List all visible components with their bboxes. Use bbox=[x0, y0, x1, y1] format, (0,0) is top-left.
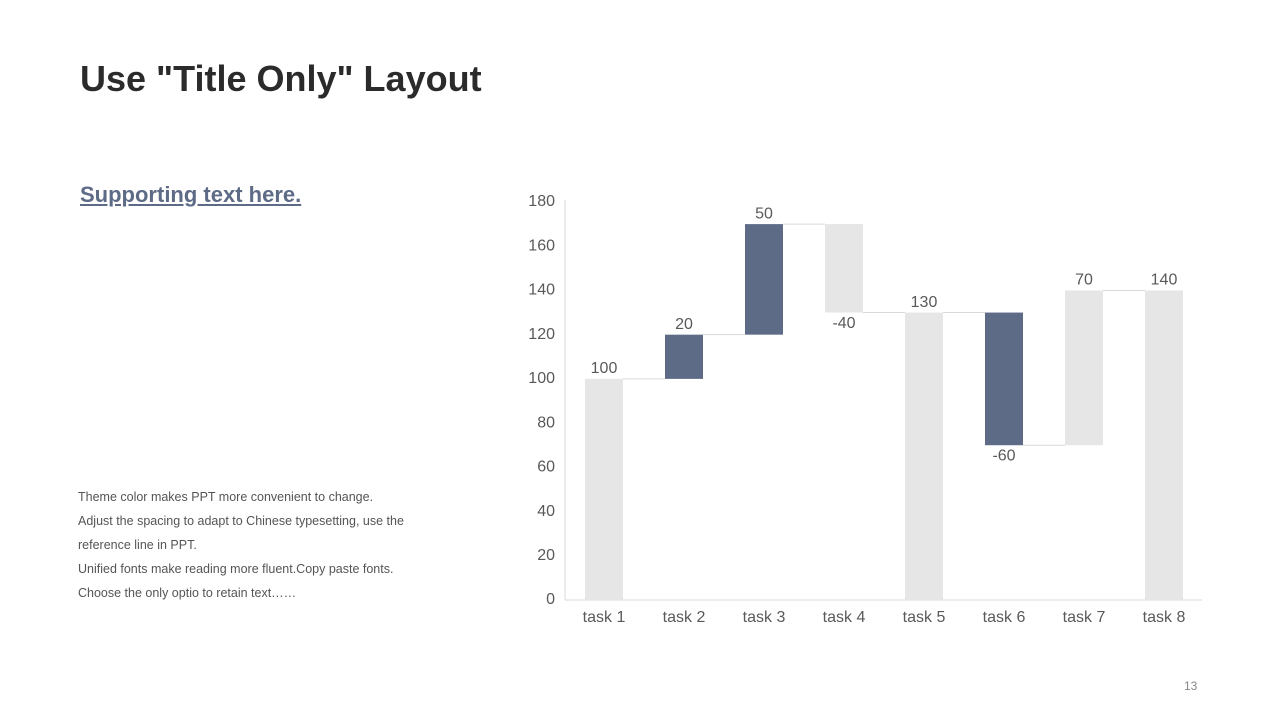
slide-title: Use "Title Only" Layout bbox=[80, 58, 482, 99]
data-label: 140 bbox=[1151, 272, 1178, 289]
data-label: 50 bbox=[755, 205, 773, 222]
body-line: Theme color makes PPT more convenient to… bbox=[78, 490, 374, 504]
y-tick-label: 160 bbox=[528, 237, 555, 254]
bar bbox=[985, 312, 1023, 446]
y-tick-label: 180 bbox=[528, 193, 555, 210]
y-tick-label: 140 bbox=[528, 282, 555, 299]
y-tick-label: 60 bbox=[537, 459, 555, 476]
y-tick-label: 120 bbox=[528, 326, 555, 343]
bar bbox=[905, 312, 943, 600]
y-tick-label: 20 bbox=[537, 547, 555, 564]
x-tick-label: task 2 bbox=[663, 609, 706, 626]
supporting-text: Supporting text here. bbox=[80, 182, 302, 207]
data-label: 70 bbox=[1075, 272, 1093, 289]
data-label: -60 bbox=[992, 447, 1015, 464]
y-tick-label: 0 bbox=[546, 591, 555, 608]
x-tick-label: task 1 bbox=[583, 609, 626, 626]
y-tick-label: 80 bbox=[537, 414, 555, 431]
bar bbox=[745, 224, 783, 335]
data-label: 130 bbox=[911, 294, 938, 311]
x-tick-label: task 8 bbox=[1143, 609, 1186, 626]
bar bbox=[825, 224, 863, 313]
data-label: -40 bbox=[832, 315, 855, 332]
body-line: Choose the only optio to retain text…… bbox=[78, 586, 297, 600]
x-tick-label: task 4 bbox=[823, 609, 866, 626]
bar bbox=[585, 378, 623, 600]
x-tick-label: task 3 bbox=[743, 609, 786, 626]
x-tick-label: task 7 bbox=[1063, 609, 1106, 626]
body-line: Unified fonts make reading more fluent.C… bbox=[78, 562, 394, 576]
data-label: 100 bbox=[591, 360, 618, 377]
data-label: 20 bbox=[675, 316, 693, 333]
y-tick-label: 40 bbox=[537, 503, 555, 520]
y-tick-label: 100 bbox=[528, 370, 555, 387]
body-text: Theme color makes PPT more convenient to… bbox=[78, 486, 458, 606]
page-number: 13 bbox=[1184, 679, 1198, 693]
x-tick-label: task 6 bbox=[983, 609, 1026, 626]
x-tick-label: task 5 bbox=[903, 609, 946, 626]
body-line: reference line in PPT. bbox=[78, 538, 197, 552]
body-line: Adjust the spacing to adapt to Chinese t… bbox=[78, 514, 404, 528]
bar bbox=[1065, 290, 1103, 446]
bar bbox=[665, 334, 703, 379]
bar bbox=[1145, 290, 1183, 600]
